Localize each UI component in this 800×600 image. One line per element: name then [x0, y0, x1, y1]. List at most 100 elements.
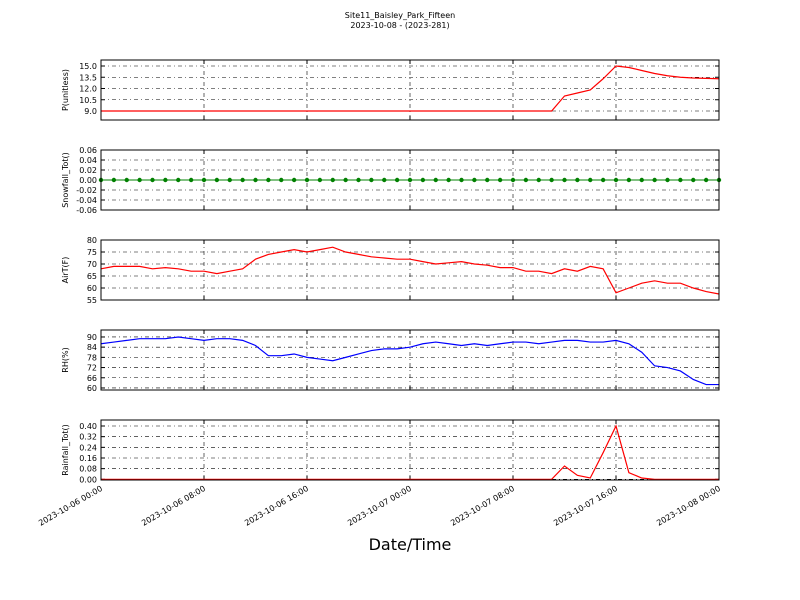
data-point: [227, 177, 232, 183]
y-axis-label: RH(%): [61, 347, 70, 372]
y-tick-label: 0.00: [79, 475, 97, 484]
chart-subtitle: 2023-10-08 - (2023-281): [350, 21, 449, 30]
x-tick-label: 2023-10-07 16:00: [552, 484, 619, 528]
y-axis-label: Rainfall_Tot(): [61, 424, 70, 476]
data-point: [137, 177, 142, 183]
chart-title: Site11_Baisley_Park_Fifteen: [345, 11, 455, 20]
y-tick-label: -0.06: [76, 206, 97, 215]
data-line: [101, 65, 720, 112]
data-point: [111, 177, 117, 183]
y-tick-label: 0.40: [79, 422, 97, 431]
y-tick-label: 75: [87, 248, 97, 257]
data-point: [124, 177, 129, 183]
y-axis-label: Snowfall_Tot(): [61, 152, 70, 208]
data-point: [600, 177, 606, 183]
x-tick-label: 2023-10-06 00:00: [37, 484, 104, 528]
y-tick-label: 66: [87, 374, 97, 383]
data-point: [549, 177, 554, 183]
plot-frame: [100, 419, 720, 481]
data-point: [497, 177, 503, 183]
data-point: [459, 177, 464, 183]
data-point: [291, 177, 297, 183]
y-tick-label: 84: [87, 343, 97, 352]
data-point: [330, 177, 335, 183]
data-point: [356, 177, 361, 183]
data-point: [266, 177, 271, 183]
y-tick-label: 60: [87, 284, 97, 293]
data-point: [317, 177, 323, 183]
data-point: [394, 177, 400, 183]
data-point: [510, 177, 516, 183]
y-tick-label: 9.0: [84, 107, 97, 116]
plot-frame: [100, 329, 720, 391]
y-tick-label: -0.04: [76, 196, 97, 205]
y-tick-label: 10.5: [79, 96, 97, 105]
y-tick-label: 80: [87, 236, 97, 245]
data-point: [304, 177, 310, 183]
data-point: [575, 177, 580, 183]
data-point: [665, 177, 670, 183]
data-line: [100, 336, 719, 386]
y-tick-label: 90: [87, 333, 97, 342]
data-point: [382, 177, 387, 183]
data-point: [343, 177, 348, 183]
data-line: [100, 246, 720, 295]
data-point: [420, 177, 426, 183]
data-point: [253, 177, 258, 183]
data-point: [678, 177, 683, 183]
data-point: [523, 177, 529, 183]
data-point: [150, 177, 155, 183]
data-point: [588, 177, 593, 183]
data-point: [703, 177, 709, 183]
y-tick-label: 0.32: [79, 433, 97, 442]
y-tick-label: 0.04: [79, 156, 97, 165]
data-point: [446, 177, 451, 183]
data-point: [201, 177, 207, 183]
plot-frame: [100, 239, 720, 301]
y-tick-label: 13.5: [79, 73, 97, 82]
y-axis-label: P(unitless): [61, 69, 70, 111]
y-tick-label: 0.24: [79, 443, 97, 452]
y-tick-label: 60: [87, 384, 97, 393]
data-point: [407, 177, 413, 183]
y-tick-label: 78: [87, 353, 97, 362]
y-tick-label: -0.02: [76, 186, 97, 195]
data-point: [691, 177, 696, 183]
y-tick-label: 72: [87, 364, 97, 373]
y-tick-label: 15.0: [79, 62, 97, 71]
data-point: [279, 177, 284, 183]
data-point: [536, 177, 541, 183]
y-tick-label: 12.0: [79, 85, 97, 94]
data-point: [652, 177, 657, 183]
y-tick-label: 0.00: [79, 176, 97, 185]
y-tick-label: 0.02: [79, 166, 97, 175]
x-tick-label: 2023-10-06 08:00: [140, 484, 207, 528]
y-tick-label: 70: [87, 260, 97, 269]
y-tick-label: 55: [87, 296, 97, 305]
y-tick-label: 0.16: [79, 454, 97, 463]
y-tick-label: 0.08: [79, 465, 97, 474]
data-point: [639, 177, 644, 183]
data-point: [214, 177, 220, 183]
data-point: [240, 177, 245, 183]
data-line: [101, 424, 719, 480]
plot-frame: [100, 59, 720, 121]
y-axis-label: AirT(F): [61, 257, 70, 284]
data-point: [188, 177, 194, 183]
y-tick-label: 65: [87, 272, 97, 281]
data-point: [163, 177, 168, 183]
data-point: [613, 177, 619, 183]
data-point: [369, 177, 374, 183]
data-point: [433, 177, 438, 183]
data-point: [562, 177, 567, 183]
x-tick-label: 2023-10-06 16:00: [243, 484, 310, 528]
plot-frame: [100, 149, 720, 211]
y-tick-label: 0.06: [79, 146, 97, 155]
data-point: [472, 177, 477, 183]
x-axis-label: Date/Time: [369, 535, 452, 554]
x-tick-label: 2023-10-08 00:00: [655, 484, 722, 528]
x-tick-label: 2023-10-07 08:00: [449, 484, 516, 528]
data-point: [485, 177, 490, 183]
